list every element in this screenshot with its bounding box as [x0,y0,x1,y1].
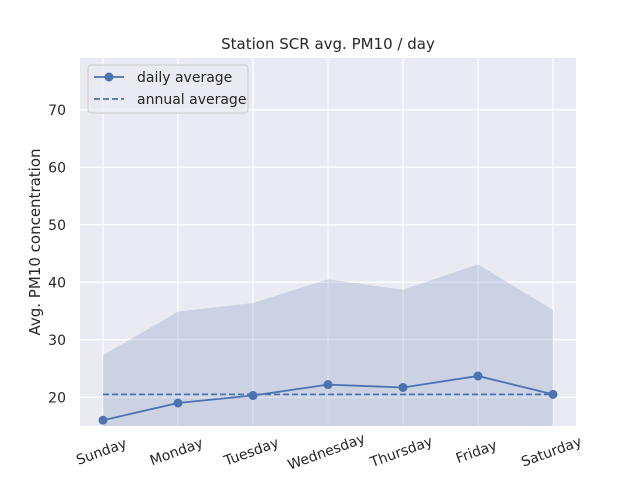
x-tick-label: Wednesday [286,431,368,474]
legend-box [87,64,249,114]
y-tick-labels: 20 30 40 50 60 70 [48,103,66,407]
y-tick-label: 50 [48,218,66,234]
grid [80,58,576,426]
chart-title: Station SCR avg. PM10 / day [221,35,435,53]
data-point [98,415,108,425]
x-tick-label: Thursday [367,434,435,472]
x-tick-label: Saturday [519,434,584,471]
y-tick-label: 70 [48,103,66,119]
data-point [173,398,183,408]
legend-marker-daily [104,72,114,82]
data-point [248,391,258,401]
y-axis-label: Avg. PM10 concentration [26,148,44,335]
series-layer [98,371,558,425]
data-point [323,380,333,390]
legend: daily average annual average [87,64,249,114]
x-tick-label: Tuesday [221,435,281,470]
legend-label-daily: daily average [137,70,232,86]
y-tick-label: 40 [48,275,66,291]
y-tick-label: 60 [48,160,66,176]
legend-label-annual: annual average [137,92,246,108]
y-tick-label: 30 [48,333,66,349]
data-point [398,382,408,392]
data-point [473,371,483,381]
range-band [103,264,553,426]
x-tick-label: Monday [148,435,205,469]
x-tick-label: Sunday [74,436,129,469]
x-tick-labels: Sunday Monday Tuesday Wednesday Thursday Frid… [74,431,584,474]
data-point [548,389,558,399]
y-tick-label: 20 [48,390,66,406]
x-tick-label: Friday [454,437,499,467]
